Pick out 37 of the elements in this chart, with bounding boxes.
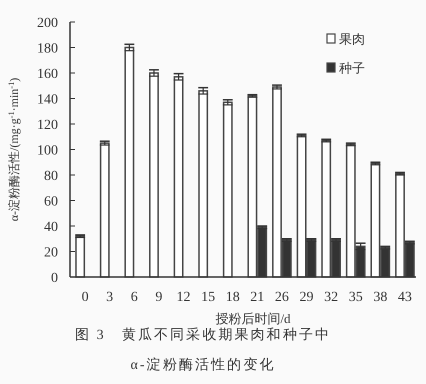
bar xyxy=(100,142,110,278)
bar xyxy=(198,90,208,278)
y-tick-label: 0 xyxy=(51,270,58,286)
y-tick-label: 140 xyxy=(37,92,58,108)
bar xyxy=(149,72,159,278)
x-tick-label: 35 xyxy=(348,290,363,305)
x-tick-label: 21 xyxy=(250,290,264,305)
x-tick-label: 38 xyxy=(373,290,388,305)
y-tick-label: 60 xyxy=(44,194,58,210)
y-tick-label: 200 xyxy=(37,16,58,31)
y-tick-label: 160 xyxy=(37,66,58,82)
y-tick-label: 20 xyxy=(44,245,58,260)
y-tick-label: 80 xyxy=(44,168,58,184)
text: α-淀粉酶活性的变化 xyxy=(130,357,276,373)
x-tick-label: 18 xyxy=(226,290,240,305)
bar xyxy=(174,76,184,278)
bar xyxy=(75,235,86,278)
bar xyxy=(124,46,134,278)
legend-label: 果肉 xyxy=(339,32,365,47)
x-axis-title: 授粉后时间/d xyxy=(215,311,292,326)
legend-label: 种子 xyxy=(339,60,365,76)
x-tick-label: 12 xyxy=(176,290,190,305)
x-tick-label: 15 xyxy=(201,290,216,305)
x-tick-label: 29 xyxy=(300,290,314,305)
x-tick-label: 43 xyxy=(398,290,412,305)
y-tick-label: 180 xyxy=(37,41,58,56)
x-tick-label: 3 xyxy=(106,290,114,305)
y-tick-label: 40 xyxy=(44,220,58,235)
y-tick-label: 120 xyxy=(37,118,58,133)
x-tick-label: 9 xyxy=(155,290,162,305)
x-tick-label: 32 xyxy=(324,290,338,305)
bar xyxy=(222,102,233,278)
y-tick-label: 100 xyxy=(37,143,58,158)
x-tick-label: 26 xyxy=(274,290,289,305)
caption: 图 3 黄瓜不同采收期果肉和种子中 xyxy=(74,327,332,343)
x-tick-label: 6 xyxy=(130,290,138,305)
x-tick-label: 0 xyxy=(82,290,89,305)
